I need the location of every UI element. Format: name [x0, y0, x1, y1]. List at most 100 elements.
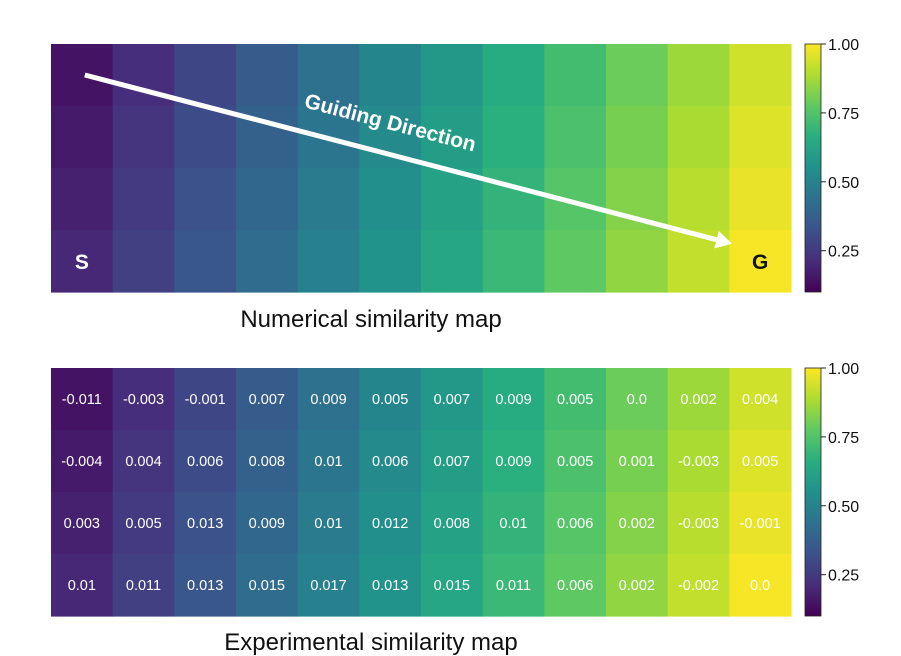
cell-value-label: 0.005	[372, 392, 408, 408]
cell-value-label: 0.008	[434, 516, 470, 532]
cell-value-label: -0.003	[123, 392, 164, 408]
cell-value-label: 0.0	[627, 392, 647, 408]
heatmap-cell	[606, 430, 669, 493]
cell-value-label: 0.012	[372, 516, 408, 532]
heatmap-cell	[51, 230, 114, 293]
colorbar-tick-label: 0.75	[828, 106, 859, 123]
heatmap-cell	[482, 430, 545, 493]
arrow-shaft	[84, 72, 718, 243]
heatmap-cell	[359, 230, 422, 293]
heatmap-cell	[51, 44, 114, 107]
heatmap-cell	[51, 554, 114, 617]
cell-value-label: 0.006	[557, 578, 593, 594]
heatmap-cell	[667, 368, 730, 431]
colorbar-gradient	[804, 43, 822, 293]
heatmap-cell	[297, 368, 360, 431]
heatmap-cell	[236, 44, 299, 107]
heatmap-cell	[606, 492, 669, 555]
guiding-direction-arrow	[84, 72, 732, 249]
heatmap-cell	[174, 492, 237, 555]
heatmap-cell	[236, 554, 299, 617]
heatmap-cell	[174, 106, 237, 169]
heatmap-cell	[297, 430, 360, 493]
cell-value-label: 0.009	[495, 392, 531, 408]
colorbar-tick-label: 0.50	[828, 499, 859, 516]
colorbar-tick-label: 0.25	[828, 244, 859, 261]
heatmap-cell	[729, 368, 792, 431]
cell-value-label: 0.017	[310, 578, 346, 594]
heatmap-cell	[482, 44, 545, 107]
numerical-colorbar: 0.25 0.50 0.75 1.00	[804, 37, 859, 293]
heatmap-cell	[174, 230, 237, 293]
heatmap-cell	[482, 368, 545, 431]
heatmap-cell	[544, 430, 607, 493]
experimental-cell-labels: -0.011 -0.003 -0.001 0.007 0.009 0.005 0.007 0.…	[61, 392, 780, 594]
heatmap-cell	[667, 554, 730, 617]
heatmap-cell	[174, 430, 237, 493]
heatmap-cell	[359, 492, 422, 555]
cell-value-label: 0.0	[750, 578, 770, 594]
heatmap-cell	[297, 230, 360, 293]
cell-value-label: 0.005	[125, 516, 161, 532]
cell-value-label: 0.013	[372, 578, 408, 594]
heatmap-cell	[236, 430, 299, 493]
cell-value-label: 0.006	[187, 454, 223, 470]
heatmap-cell	[729, 492, 792, 555]
colorbar-tick-label: 1.00	[828, 361, 859, 378]
heatmap-cell	[51, 492, 114, 555]
cell-value-label: -0.011	[62, 392, 102, 408]
heatmap-cell	[729, 554, 792, 617]
numerical-map-title: Numerical similarity map	[240, 306, 501, 333]
heatmap-cell	[421, 368, 484, 431]
cell-value-label: -0.001	[185, 392, 226, 408]
heatmap-cell	[359, 168, 422, 231]
heatmap-cell	[359, 554, 422, 617]
heatmap-cell	[112, 492, 175, 555]
heatmap-cell	[482, 168, 545, 231]
cell-value-label: -0.002	[678, 578, 719, 594]
heatmap-cell	[236, 168, 299, 231]
cell-value-label: 0.009	[495, 454, 531, 470]
heatmap-cell	[544, 492, 607, 555]
numerical-heatmap-grid	[51, 44, 792, 293]
cell-value-label: 0.008	[249, 454, 285, 470]
cell-value-label: 0.013	[187, 516, 223, 532]
heatmap-cell	[297, 554, 360, 617]
cell-value-label: 0.011	[496, 578, 531, 594]
cell-value-label: 0.013	[187, 578, 223, 594]
cell-value-label: 0.007	[249, 392, 285, 408]
heatmap-cell	[174, 44, 237, 107]
heatmap-cell	[359, 44, 422, 107]
cell-value-label: 0.015	[434, 578, 470, 594]
cell-value-label: -0.004	[61, 454, 102, 470]
heatmap-cell	[297, 168, 360, 231]
heatmap-cell	[544, 106, 607, 169]
heatmap-cell	[544, 554, 607, 617]
heatmap-cell	[482, 554, 545, 617]
heatmap-cell	[112, 106, 175, 169]
heatmap-cell	[606, 368, 669, 431]
colorbar-tick-label: 1.00	[828, 37, 859, 54]
cell-value-label: 0.005	[742, 454, 778, 470]
cell-value-label: 0.006	[372, 454, 408, 470]
heatmap-cell	[729, 44, 792, 107]
cell-value-label: -0.003	[678, 516, 719, 532]
cell-value-label: 0.011	[126, 578, 161, 594]
heatmap-cell	[421, 492, 484, 555]
heatmap-cell	[112, 230, 175, 293]
heatmap-cell	[606, 44, 669, 107]
colorbar-tick-label: 0.75	[828, 430, 859, 447]
experimental-heatmap-grid	[51, 368, 792, 617]
cell-value-label: 0.007	[434, 392, 470, 408]
cell-value-label: 0.005	[557, 392, 593, 408]
experimental-colorbar: 0.25 0.50 0.75 1.00	[804, 361, 859, 617]
cell-value-label: 0.003	[64, 516, 100, 532]
cell-value-label: -0.003	[678, 454, 719, 470]
cell-value-label: -0.001	[740, 516, 781, 532]
heatmap-cell	[606, 554, 669, 617]
heatmap-cell	[51, 430, 114, 493]
heatmap-cell	[729, 430, 792, 493]
arrow-head	[714, 230, 732, 249]
heatmap-cell	[421, 44, 484, 107]
